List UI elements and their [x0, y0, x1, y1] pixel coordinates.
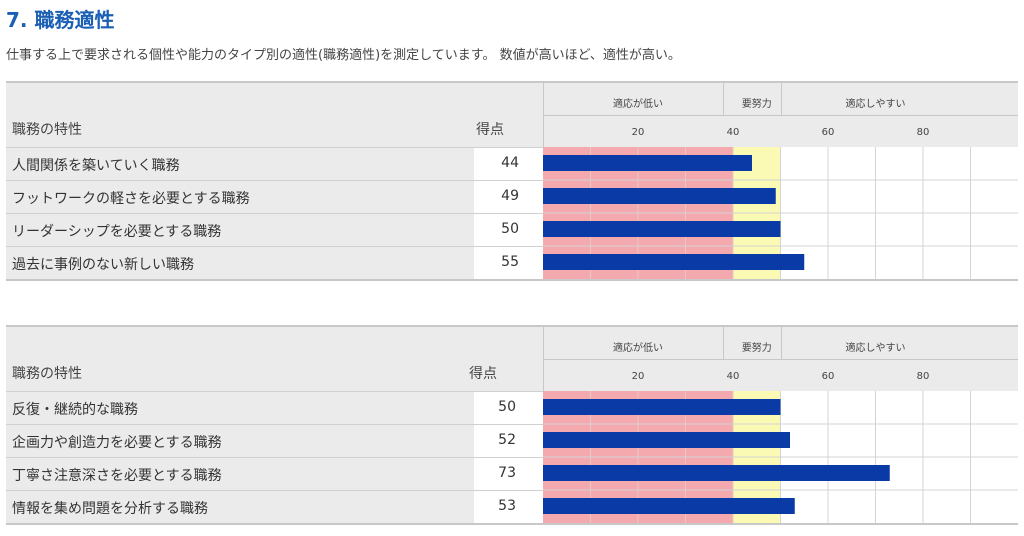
header-left [6, 81, 543, 147]
table-bottom-border [6, 523, 1018, 525]
aptitude-table-2: 職務の特性 得点 適応が低い 要努力 適応しやすい 20 40 60 80 反復・継続的な職務 50… [6, 325, 1018, 525]
section-description: 仕事する上で要求される個性や能力のタイプ別の適性(職務適性)を測定しています。 … [6, 48, 681, 63]
column-header-score: 得点 [476, 122, 504, 138]
table-row: 情報を集め問題を分析する職務 53 [6, 490, 1018, 523]
category-label: リーダーシップを必要とする職務 [12, 224, 222, 240]
x-tick-label: 40 [726, 371, 740, 382]
bar-plot-area [543, 147, 1018, 279]
aptitude-table-1: 職務の特性 得点 適応が低い 要努力 適応しやすい 20 40 60 80 人間関係を築いていく職… [6, 81, 1018, 281]
row-label-cell [6, 491, 474, 523]
x-tick-label: 80 [916, 371, 930, 382]
table-row: 丁寧さ注意深さを必要とする職務 73 [6, 457, 1018, 490]
category-label: 丁寧さ注意深さを必要とする職務 [12, 468, 222, 484]
row-label-cell [6, 214, 474, 246]
zone-label-low: 適応が低い [613, 99, 663, 110]
column-header-score: 得点 [469, 366, 497, 382]
bar [543, 399, 781, 415]
score-value: 53 [498, 498, 516, 514]
x-tick-label: 20 [631, 127, 645, 138]
x-tick-label: 60 [821, 127, 835, 138]
table-row: 反復・継続的な職務 50 [6, 391, 1018, 424]
category-label: 過去に事例のない新しい職務 [12, 257, 194, 273]
row-label-cell [6, 458, 474, 490]
row-label-cell [6, 181, 474, 213]
x-tick-label: 20 [631, 371, 645, 382]
category-label: 企画力や創造力を必要とする職務 [12, 435, 222, 451]
zone-separator [780, 327, 782, 359]
bar [543, 465, 890, 481]
row-label-cell [6, 247, 474, 279]
score-value: 50 [501, 221, 519, 237]
zone-label-suitable: 適応しやすい [845, 99, 906, 110]
table-row: 過去に事例のない新しい職務 55 [6, 246, 1018, 279]
category-label: 人間関係を築いていく職務 [12, 158, 180, 174]
bar [543, 432, 790, 448]
bar [543, 498, 795, 514]
bar [543, 254, 805, 270]
header-left [6, 325, 543, 391]
table-bottom-border [6, 279, 1018, 281]
column-header-characteristic: 職務の特性 [12, 122, 82, 138]
row-label-cell [6, 148, 474, 180]
table-row: 企画力や創造力を必要とする職務 52 [6, 424, 1018, 457]
section-title: 7. 職務適性 [6, 8, 115, 32]
zone-separator [780, 83, 782, 115]
table-row: リーダーシップを必要とする職務 50 [6, 213, 1018, 246]
x-tick-label: 60 [821, 371, 835, 382]
row-label-cell [6, 425, 474, 457]
zone-separator [723, 83, 724, 115]
row-label-cell [6, 392, 474, 424]
table-row: フットワークの軽さを必要とする職務 49 [6, 180, 1018, 213]
zone-label-low: 適応が低い [613, 343, 663, 354]
x-tick-label: 40 [726, 127, 740, 138]
score-value: 73 [498, 465, 516, 481]
zone-label-effort: 要努力 [741, 99, 772, 110]
score-value: 52 [498, 432, 516, 448]
zone-separator [723, 327, 724, 359]
category-label: 反復・継続的な職務 [12, 402, 138, 418]
category-label: フットワークの軽さを必要とする職務 [12, 191, 250, 207]
bar [543, 188, 776, 204]
score-value: 44 [501, 155, 519, 171]
zone-label-suitable: 適応しやすい [845, 343, 906, 354]
bar [543, 155, 752, 171]
score-value: 49 [501, 188, 519, 204]
header-tick-row [543, 359, 1018, 391]
column-header-characteristic: 職務の特性 [12, 366, 82, 382]
bar [543, 221, 781, 237]
score-value: 55 [501, 254, 519, 270]
zone-label-effort: 要努力 [741, 343, 772, 354]
x-tick-label: 80 [916, 127, 930, 138]
bar-plot-area [543, 391, 1018, 523]
table-row: 人間関係を築いていく職務 44 [6, 147, 1018, 180]
category-label: 情報を集め問題を分析する職務 [12, 501, 208, 517]
score-value: 50 [498, 399, 516, 415]
header-tick-row [543, 115, 1018, 147]
